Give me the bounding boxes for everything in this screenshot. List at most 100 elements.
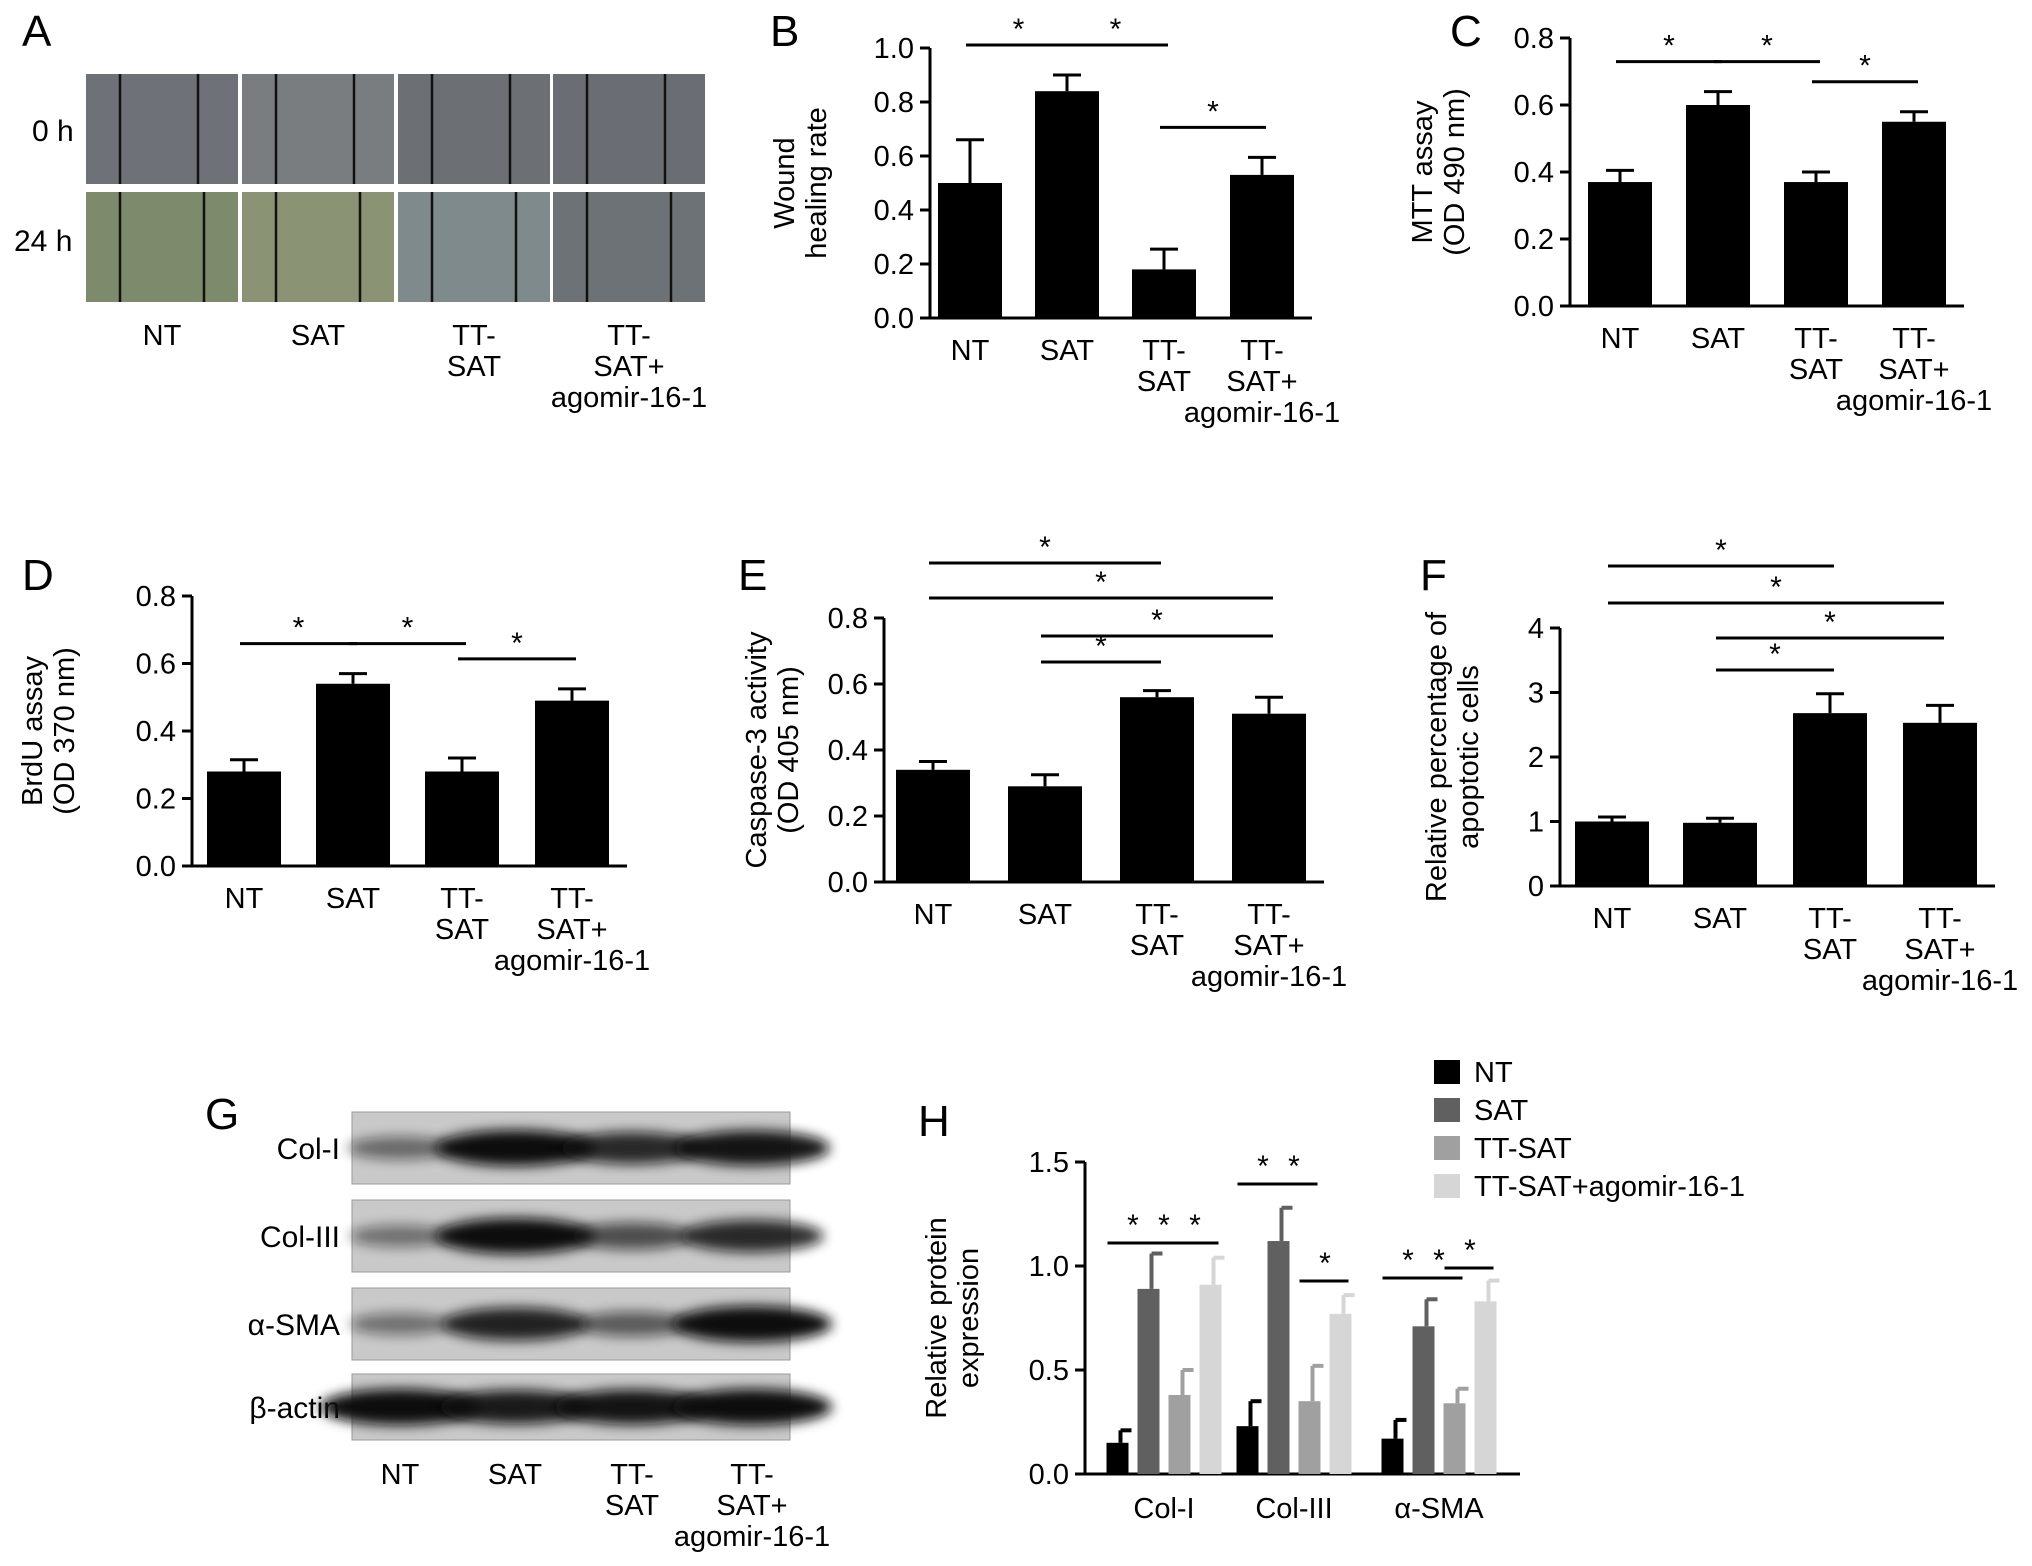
group-label: SAT <box>447 351 502 383</box>
bar-nt <box>1236 1426 1259 1474</box>
panel-letter-h: H <box>918 1097 950 1146</box>
y-tick-label: 0.0 <box>828 867 868 899</box>
y-tick-label: 1.5 <box>1029 1147 1069 1179</box>
protein-band <box>570 1222 694 1250</box>
y-tick-label: 0.8 <box>136 581 176 613</box>
significance-star: * <box>293 612 305 645</box>
significance-star: * <box>1095 566 1107 599</box>
y-tick-label: 0.4 <box>136 716 176 748</box>
wound-image <box>553 192 705 302</box>
significance-star: * <box>1761 30 1773 63</box>
legend-swatch <box>1434 1174 1460 1198</box>
legend-label: NT <box>1474 1057 1513 1089</box>
bar-3 <box>1903 722 1977 886</box>
lane-label: TT- <box>730 1459 774 1491</box>
legend-label: TT-SAT+agomir-16-1 <box>1474 1171 1745 1203</box>
bar-sat <box>1267 1241 1290 1474</box>
x-category-label: TT- <box>1892 323 1936 355</box>
chart-b: B 0.0 0.2 0.4 0.6 0.8 1.0 Wound healing rate NT SA… <box>769 7 1340 429</box>
bar-sat <box>1137 1288 1160 1474</box>
blot-row: Col-I <box>277 1111 830 1185</box>
x-category-label: SAT <box>1693 903 1748 935</box>
wound-image <box>398 192 550 302</box>
x-category-label: NT <box>951 335 990 367</box>
y-tick-label: 1.0 <box>1029 1251 1069 1283</box>
protein-band <box>672 1306 832 1342</box>
y-tick-label: 1 <box>1528 807 1544 839</box>
protein-band <box>349 1313 451 1335</box>
y-tick-label: 4 <box>1528 613 1544 645</box>
blot-row: α-SMA <box>248 1287 832 1361</box>
significance-star: * <box>1770 571 1782 604</box>
x-category-label: TT- <box>1240 335 1284 367</box>
protein-band <box>575 1311 689 1337</box>
y-tick-label: 3 <box>1528 678 1544 710</box>
bar-1 <box>1683 822 1757 886</box>
legend-swatch <box>1434 1060 1460 1084</box>
bar-tt-sat <box>1443 1403 1466 1474</box>
y-tick-label: 0.0 <box>1029 1459 1069 1491</box>
y-tick-label: 0.6 <box>136 649 176 681</box>
wound-image <box>398 74 550 184</box>
bar-0 <box>1575 821 1649 886</box>
significance-star: * <box>511 627 523 660</box>
y-axis-title: Relative percentage of apoptotic cells <box>1421 611 1485 902</box>
significance-star: * <box>1158 1209 1170 1242</box>
significance-star: * <box>1151 604 1163 637</box>
significance-star: * <box>1110 13 1122 46</box>
chart-c: C 0.0 0.2 0.4 0.6 0.8 MTT assay (OD 490 nm) NT SA… <box>1407 7 1992 417</box>
x-category-label: SAT+ <box>1226 366 1297 398</box>
protein-band <box>320 1389 480 1425</box>
y-axis-title-line: Relative percentage of <box>1421 611 1453 902</box>
y-axis-title: Relative protein expression <box>921 1217 985 1419</box>
blot-row: Col-III <box>260 1199 824 1273</box>
y-axis-title-line: Relative protein <box>921 1217 953 1419</box>
x-category-label: Col-I <box>1133 1493 1194 1525</box>
y-axis-title-line: Wound <box>769 137 801 228</box>
x-category-label: SAT+ <box>1233 930 1304 962</box>
lane-label: TT- <box>610 1459 654 1491</box>
significance-star: * <box>1824 606 1836 639</box>
bar-tt-sat-agomir-16-1 <box>1199 1284 1222 1474</box>
wound-image <box>86 74 238 184</box>
x-category-label: SAT <box>1691 323 1746 355</box>
significance-star: * <box>1859 50 1871 83</box>
bar-2 <box>1793 713 1867 886</box>
panel-letter-c: C <box>1450 7 1482 56</box>
y-tick-label: 0.8 <box>1514 23 1554 55</box>
significance-star: * <box>1207 95 1219 128</box>
protein-label: Col-I <box>277 1133 340 1166</box>
bar-0 <box>938 183 1002 318</box>
y-axis-title: Wound healing rate <box>769 107 833 259</box>
x-category-label: agomir-16-1 <box>1862 965 2018 997</box>
y-axis-title-line: (OD 490 nm) <box>1439 88 1471 256</box>
significance-star: * <box>1663 30 1675 63</box>
protein-band <box>560 1132 704 1164</box>
x-category-label: Col-III <box>1255 1493 1332 1525</box>
x-category-label: SAT <box>326 883 381 915</box>
x-category-label: NT <box>1593 903 1632 935</box>
x-category-label: SAT+ <box>1878 354 1949 386</box>
y-axis-title-line: expression <box>953 1248 985 1388</box>
x-category-label: TT- <box>550 883 594 915</box>
bar-1 <box>1035 91 1099 318</box>
y-tick-label: 1.0 <box>874 33 914 65</box>
bar-nt <box>1106 1442 1129 1474</box>
group-label: TT- <box>452 320 496 352</box>
protein-band <box>441 1307 589 1341</box>
x-category-label: SAT <box>1803 934 1858 966</box>
y-axis-title: BrdU assay (OD 370 nm) <box>17 647 81 815</box>
significance-star: * <box>1039 531 1051 564</box>
significance-star: * <box>1433 1244 1445 1277</box>
bar-3 <box>1232 713 1306 882</box>
bar-2 <box>1784 182 1848 306</box>
significance-star: * <box>1127 1209 1139 1242</box>
protein-label: α-SMA <box>248 1309 340 1342</box>
wound-image <box>242 74 394 184</box>
bar-tt-sat-agomir-16-1 <box>1474 1301 1497 1474</box>
y-tick-label: 0.4 <box>874 195 914 227</box>
y-tick-label: 0.6 <box>828 669 868 701</box>
